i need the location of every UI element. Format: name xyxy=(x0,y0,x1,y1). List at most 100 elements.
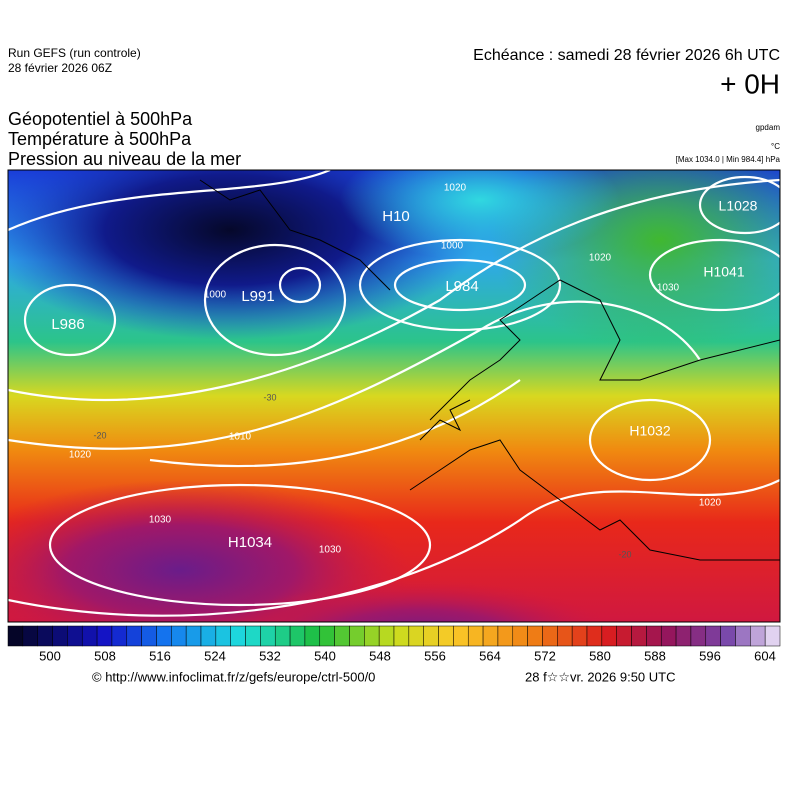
colorbar-cell xyxy=(482,625,499,647)
colorbar-cell xyxy=(171,625,187,647)
colorbar-cell xyxy=(67,625,83,647)
colorbar-cell xyxy=(675,625,692,647)
map-label: H1041 xyxy=(703,264,744,280)
colorbar-cell xyxy=(156,625,172,647)
unit: gpdam xyxy=(756,123,781,132)
colorbar-cell xyxy=(720,625,736,647)
map-label: 1020 xyxy=(699,498,722,509)
map-label: L991 xyxy=(241,288,274,305)
map-label: 1030 xyxy=(657,283,680,294)
colorbar-cell xyxy=(304,625,321,647)
colorbar-cell xyxy=(393,625,410,647)
map-label: -30 xyxy=(263,392,276,402)
colorbar-cell xyxy=(646,625,662,647)
unit: [Max 1034.0 | Min 984.4] hPa xyxy=(676,155,781,164)
colorbar-cell xyxy=(260,625,276,647)
map-label: H1034 xyxy=(228,534,272,551)
colorbar-cell xyxy=(289,625,306,647)
colorbar-cell xyxy=(660,625,677,647)
colorbar-cell xyxy=(735,625,751,647)
map-label: 1030 xyxy=(149,515,172,526)
colorbar-cell xyxy=(141,625,157,647)
colorbar-cell xyxy=(245,625,261,647)
unit: °C xyxy=(771,142,780,151)
colorbar-cell xyxy=(705,625,721,647)
title: Géopotentiel à 500hPa xyxy=(8,109,193,129)
colorbar-cell xyxy=(378,625,395,647)
colorbar-cell xyxy=(111,625,128,647)
colorbar-cell xyxy=(631,625,647,647)
colorbar-cell xyxy=(690,625,707,647)
run: Run GEFS (run controle) xyxy=(8,46,141,60)
map-label: H1032 xyxy=(629,423,670,439)
map-label: -20 xyxy=(618,549,631,559)
colorbar-cell xyxy=(334,625,350,647)
colorbar-cell xyxy=(527,625,543,647)
colorbar-cell xyxy=(319,625,335,647)
colorbar-tick-label: 548 xyxy=(369,648,391,663)
map-label: 1030 xyxy=(319,545,342,556)
map-label: 1000 xyxy=(441,241,464,252)
colorbar-cell xyxy=(750,625,766,647)
colorbar-cell xyxy=(37,625,53,647)
source: © http://www.infoclimat.fr/z/gefs/europe… xyxy=(92,669,375,684)
colorbar-cell xyxy=(200,625,217,647)
map-label: 1020 xyxy=(69,450,92,461)
run-date: 28 février 2026 06Z xyxy=(8,61,112,75)
colorbar-tick-label: 596 xyxy=(699,648,721,663)
colorbar-cell xyxy=(512,625,528,647)
colorbar-cell xyxy=(22,625,38,647)
map-label: -20 xyxy=(93,430,106,440)
colorbar-cell xyxy=(185,625,202,647)
map-label: L986 xyxy=(51,316,84,333)
title: Température à 500hPa xyxy=(8,129,192,149)
colorbar-cell xyxy=(438,625,454,647)
colorbar-tick-label: 540 xyxy=(314,648,336,663)
map-label: 1000 xyxy=(204,290,227,301)
colorbar-tick-label: 508 xyxy=(94,648,116,663)
colorbar-tick-label: 572 xyxy=(534,648,556,663)
colorbar-cell xyxy=(616,625,632,647)
map-label: 1020 xyxy=(444,183,467,194)
colorbar-cell xyxy=(542,625,558,647)
map-label: L1028 xyxy=(719,198,758,214)
colorbar-cell xyxy=(497,625,514,647)
colorbar-tick-label: 532 xyxy=(259,648,281,663)
colorbar-cell xyxy=(601,625,617,647)
map xyxy=(8,170,780,622)
colorbar-tick-label: 580 xyxy=(589,648,611,663)
colorbar-cell xyxy=(274,625,291,647)
generated: 28 f☆☆vr. 2026 9:50 UTC xyxy=(525,669,676,684)
colorbar-cell xyxy=(423,625,439,647)
colorbar-tick-label: 588 xyxy=(644,648,666,663)
colorbar-cell xyxy=(230,625,246,647)
colorbar-tick-label: 500 xyxy=(39,648,61,663)
colorbar-cell xyxy=(215,625,231,647)
map-label: 1020 xyxy=(589,253,612,264)
colorbar-cell xyxy=(126,625,142,647)
colorbar-cell xyxy=(52,625,68,647)
colorbar-cell xyxy=(586,625,603,647)
colorbar-cell xyxy=(467,625,484,647)
colorbar-cell xyxy=(764,625,781,647)
lead: + 0H xyxy=(720,68,780,99)
colorbar-cell xyxy=(571,625,588,647)
colorbar-tick-label: 516 xyxy=(149,648,171,663)
echeance: Echéance : samedi 28 février 2026 6h UTC xyxy=(473,47,780,64)
map-label: H10 xyxy=(382,208,410,225)
colorbar-tick-label: 604 xyxy=(754,648,776,663)
colorbar-tick-label: 556 xyxy=(424,648,446,663)
map-label: L984 xyxy=(445,278,478,295)
colorbar-cell xyxy=(453,625,469,647)
colorbar-cell xyxy=(557,625,573,647)
colorbar-cell xyxy=(7,625,24,647)
colorbar-cell xyxy=(349,625,365,647)
colorbar-cell xyxy=(364,625,380,647)
colorbar-cell xyxy=(408,625,424,647)
colorbar-tick-label: 524 xyxy=(204,648,226,663)
title: Pression au niveau de la mer xyxy=(8,149,241,169)
map-frame xyxy=(7,169,781,623)
map-label: 1010 xyxy=(229,432,252,443)
colorbar-cell xyxy=(96,625,113,647)
